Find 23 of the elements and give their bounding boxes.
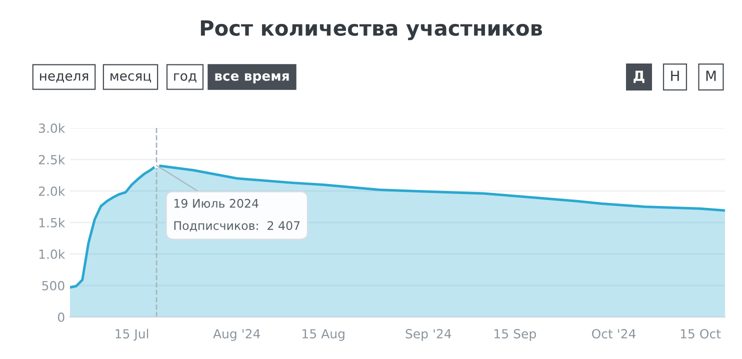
y-tick-label: 1.0k (39, 249, 66, 259)
text: Д (634, 70, 644, 84)
text: месяц (110, 73, 152, 82)
text: все время (215, 73, 289, 84)
x-tick-label: 15 Aug (302, 329, 344, 341)
y-tick-label: 2.0k (38, 186, 66, 196)
y-tick-label: 3.0k (38, 123, 66, 133)
y-tick-label: 2.5k (38, 154, 66, 164)
text: М (706, 70, 716, 81)
chart-title: Рост количества участников (200, 20, 542, 40)
text: Н (671, 70, 679, 81)
x-tick-label: 15 Sep (494, 329, 536, 341)
x-tick-label: 15 Oct (680, 329, 721, 338)
y-tick-label: 1.5k (39, 218, 66, 228)
text: год (174, 73, 196, 82)
x-tick-label: Aug '24 (213, 329, 260, 341)
text: неделя (40, 73, 88, 82)
y-tick-label: 0 (58, 312, 64, 322)
x-tick-label: Sep '24 (406, 329, 452, 341)
x-tick-label: 15 Jul (116, 328, 148, 341)
y-tick-label: 500 (42, 280, 64, 290)
annotation: 19 Июль 2024 Подписчиков: 2 407 (174, 198, 300, 232)
x-tick-label: Oct '24 (592, 329, 636, 338)
